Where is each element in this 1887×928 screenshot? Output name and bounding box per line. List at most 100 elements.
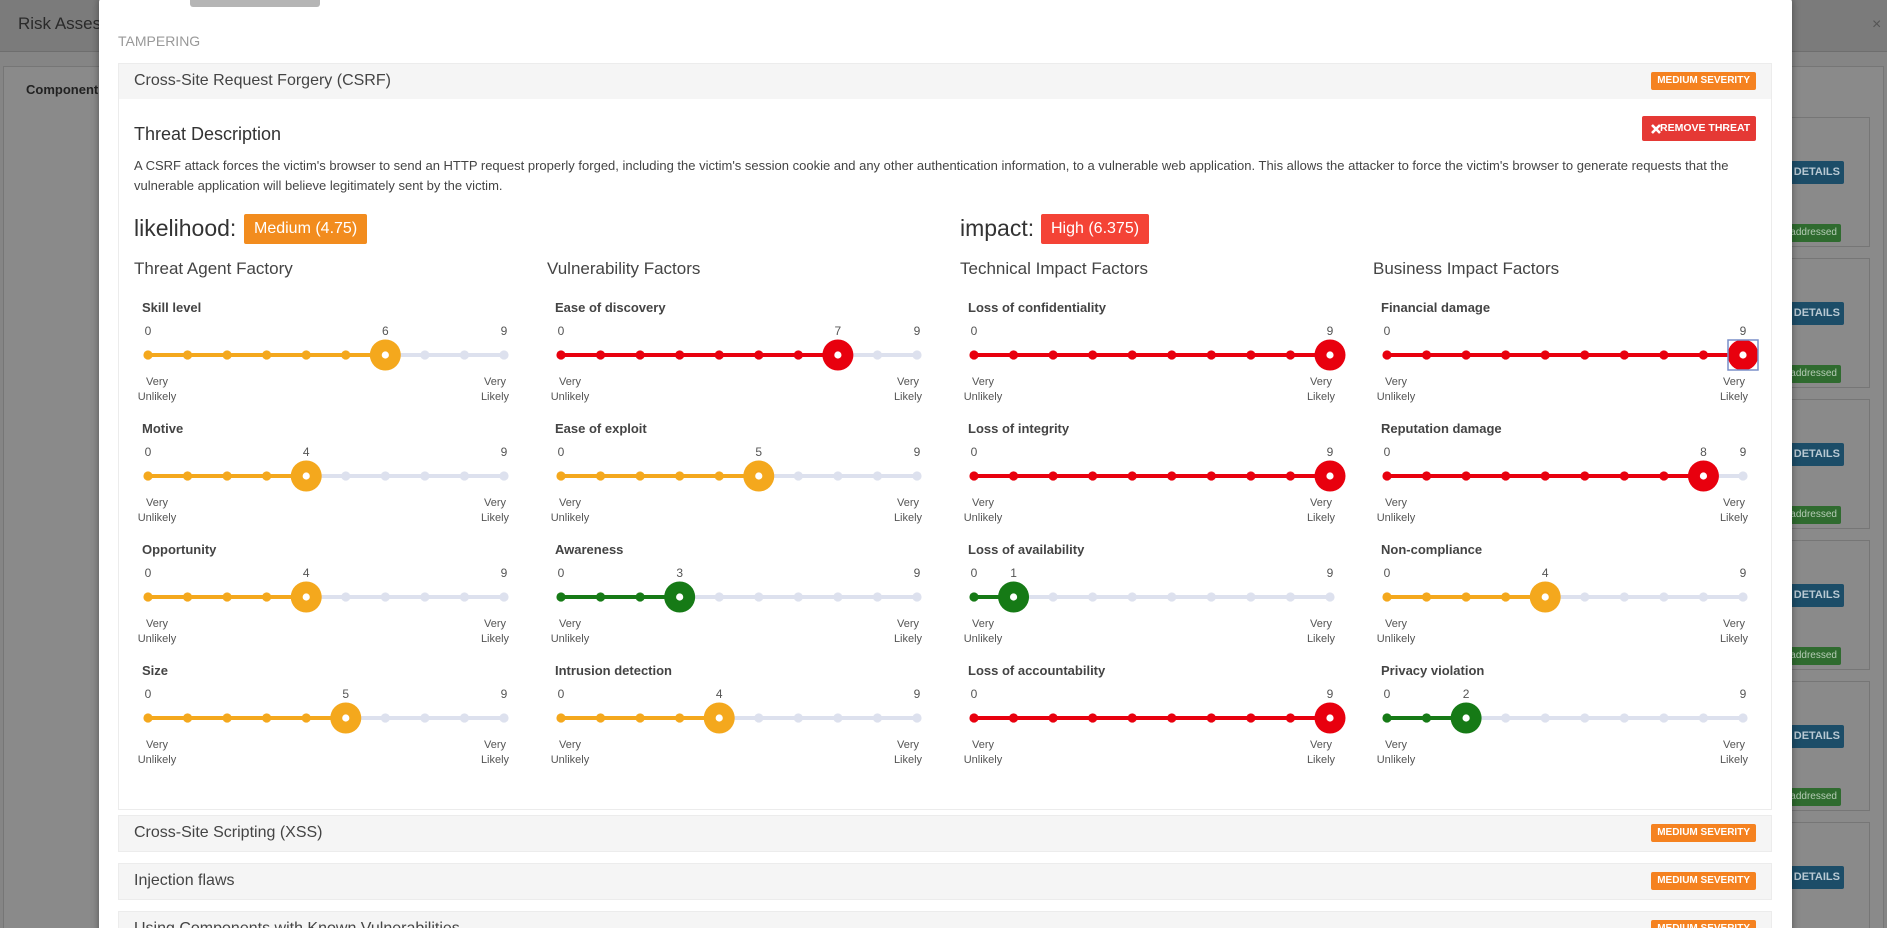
slider-max: 9 — [914, 687, 921, 701]
slider-step — [1285, 350, 1296, 360]
slider-value: 9 — [1327, 687, 1334, 701]
slider-step — [1501, 713, 1511, 723]
impact-label: impact: — [960, 215, 1035, 241]
scale-label: Very Unlikely — [550, 497, 590, 524]
slider-step — [1206, 471, 1216, 481]
scale-label: Very Unlikely — [1376, 739, 1416, 766]
threat-header[interactable] — [118, 815, 1772, 852]
slider-step — [1421, 592, 1432, 602]
slider-min: 0 — [971, 566, 978, 580]
slider-step — [143, 471, 153, 481]
scale-label: Very Likely — [1306, 739, 1336, 766]
slider-step — [1659, 592, 1669, 602]
group-title: Vulnerability Factors — [547, 259, 701, 278]
slider-step — [1008, 350, 1019, 360]
slider-step — [714, 350, 724, 360]
slider-step — [1659, 713, 1669, 723]
category-label: TAMPERING — [118, 33, 201, 49]
scale-label: Very Unlikely — [963, 376, 1003, 403]
slider-step — [1421, 713, 1432, 723]
scroll-tab — [190, 0, 320, 7]
slider-step — [459, 713, 470, 723]
slider-step — [872, 592, 883, 602]
group-title: Technical Impact Factors — [960, 259, 1149, 278]
scale-label: Very Unlikely — [550, 739, 590, 766]
threat-header[interactable] — [118, 863, 1772, 900]
slider-handle-dot — [1326, 714, 1334, 722]
slider-step — [1088, 350, 1098, 360]
slider-value: 5 — [342, 687, 349, 701]
threat-header[interactable] — [118, 911, 1772, 928]
slider-step — [1501, 350, 1511, 360]
slider-step — [1048, 471, 1058, 481]
severity-badge: MEDIUM SEVERITY — [1651, 824, 1756, 842]
slider-step — [143, 592, 153, 602]
slider-step — [1461, 471, 1471, 481]
scale-label: Very Unlikely — [963, 497, 1003, 524]
slider-step — [1206, 350, 1216, 360]
slider-min: 0 — [971, 324, 978, 338]
slider-step — [595, 592, 606, 602]
page-close[interactable]: × — [1872, 16, 1882, 33]
slider-step — [222, 471, 232, 481]
slider-value: 4 — [303, 445, 310, 459]
scale-label: Very Unlikely — [137, 497, 177, 524]
slider-step — [380, 592, 390, 602]
slider-step — [1048, 713, 1058, 723]
slider-step — [833, 471, 843, 481]
slider-step — [1382, 713, 1392, 723]
slider-value: 4 — [303, 566, 310, 580]
remove-label: REMOVE THREAT — [1660, 122, 1751, 134]
slider-value: 9 — [1327, 445, 1334, 459]
scale-label: Very Unlikely — [963, 618, 1003, 645]
slider-min: 0 — [145, 445, 152, 459]
likelihood-label: likelihood: — [134, 215, 237, 241]
slider-step — [1501, 471, 1511, 481]
slider-step — [1580, 471, 1590, 481]
severity-badge: MEDIUM SEVERITY — [1651, 872, 1756, 890]
threat-title: Using Components with Known Vulnerabilit… — [134, 920, 460, 928]
slider-step — [635, 592, 645, 602]
factor-name: Privacy violation — [1381, 663, 1485, 678]
scale-label: Very Likely — [1719, 739, 1749, 766]
slider-handle-dot — [1541, 593, 1549, 601]
slider-value: 1 — [1010, 566, 1017, 580]
slider-step — [595, 471, 606, 481]
slider-step — [1461, 350, 1471, 360]
slider-step — [969, 350, 979, 360]
factor-name: Skill level — [142, 300, 202, 315]
slider-step — [635, 350, 645, 360]
slider-step — [969, 592, 979, 602]
slider-step — [262, 592, 272, 602]
slider-step — [556, 592, 566, 602]
scale-label: Very Likely — [480, 376, 510, 403]
slider-value: 9 — [1740, 324, 1747, 338]
slider-step — [1580, 713, 1590, 723]
factor-name: Non-compliance — [1381, 542, 1483, 557]
slider-step — [556, 350, 566, 360]
slider-step — [754, 592, 764, 602]
slider-min: 0 — [1384, 687, 1391, 701]
slider-step — [872, 350, 883, 360]
slider-step — [912, 350, 922, 360]
factor-name: Loss of availability — [968, 542, 1085, 557]
slider-step — [222, 592, 232, 602]
factor-name: Intrusion detection — [555, 663, 672, 678]
slider-step — [499, 713, 509, 723]
slider-handle-dot — [755, 472, 763, 480]
slider-step — [1167, 592, 1177, 602]
slider-step — [675, 713, 685, 723]
factor-name: Size — [142, 663, 169, 678]
slider-step — [262, 713, 272, 723]
remove-button[interactable]: REMOVE THREAT — [1642, 116, 1756, 141]
slider-value: 8 — [1700, 445, 1707, 459]
scale-label: Very Unlikely — [1376, 497, 1416, 524]
slider-step — [1246, 592, 1256, 602]
slider-step — [1048, 350, 1058, 360]
description: A CSRF attack forces the victim's browse… — [134, 158, 1729, 193]
slider-step — [1167, 713, 1177, 723]
slider-step — [380, 471, 390, 481]
slider-step — [1738, 471, 1748, 481]
slider-handle-dot — [1699, 472, 1708, 480]
